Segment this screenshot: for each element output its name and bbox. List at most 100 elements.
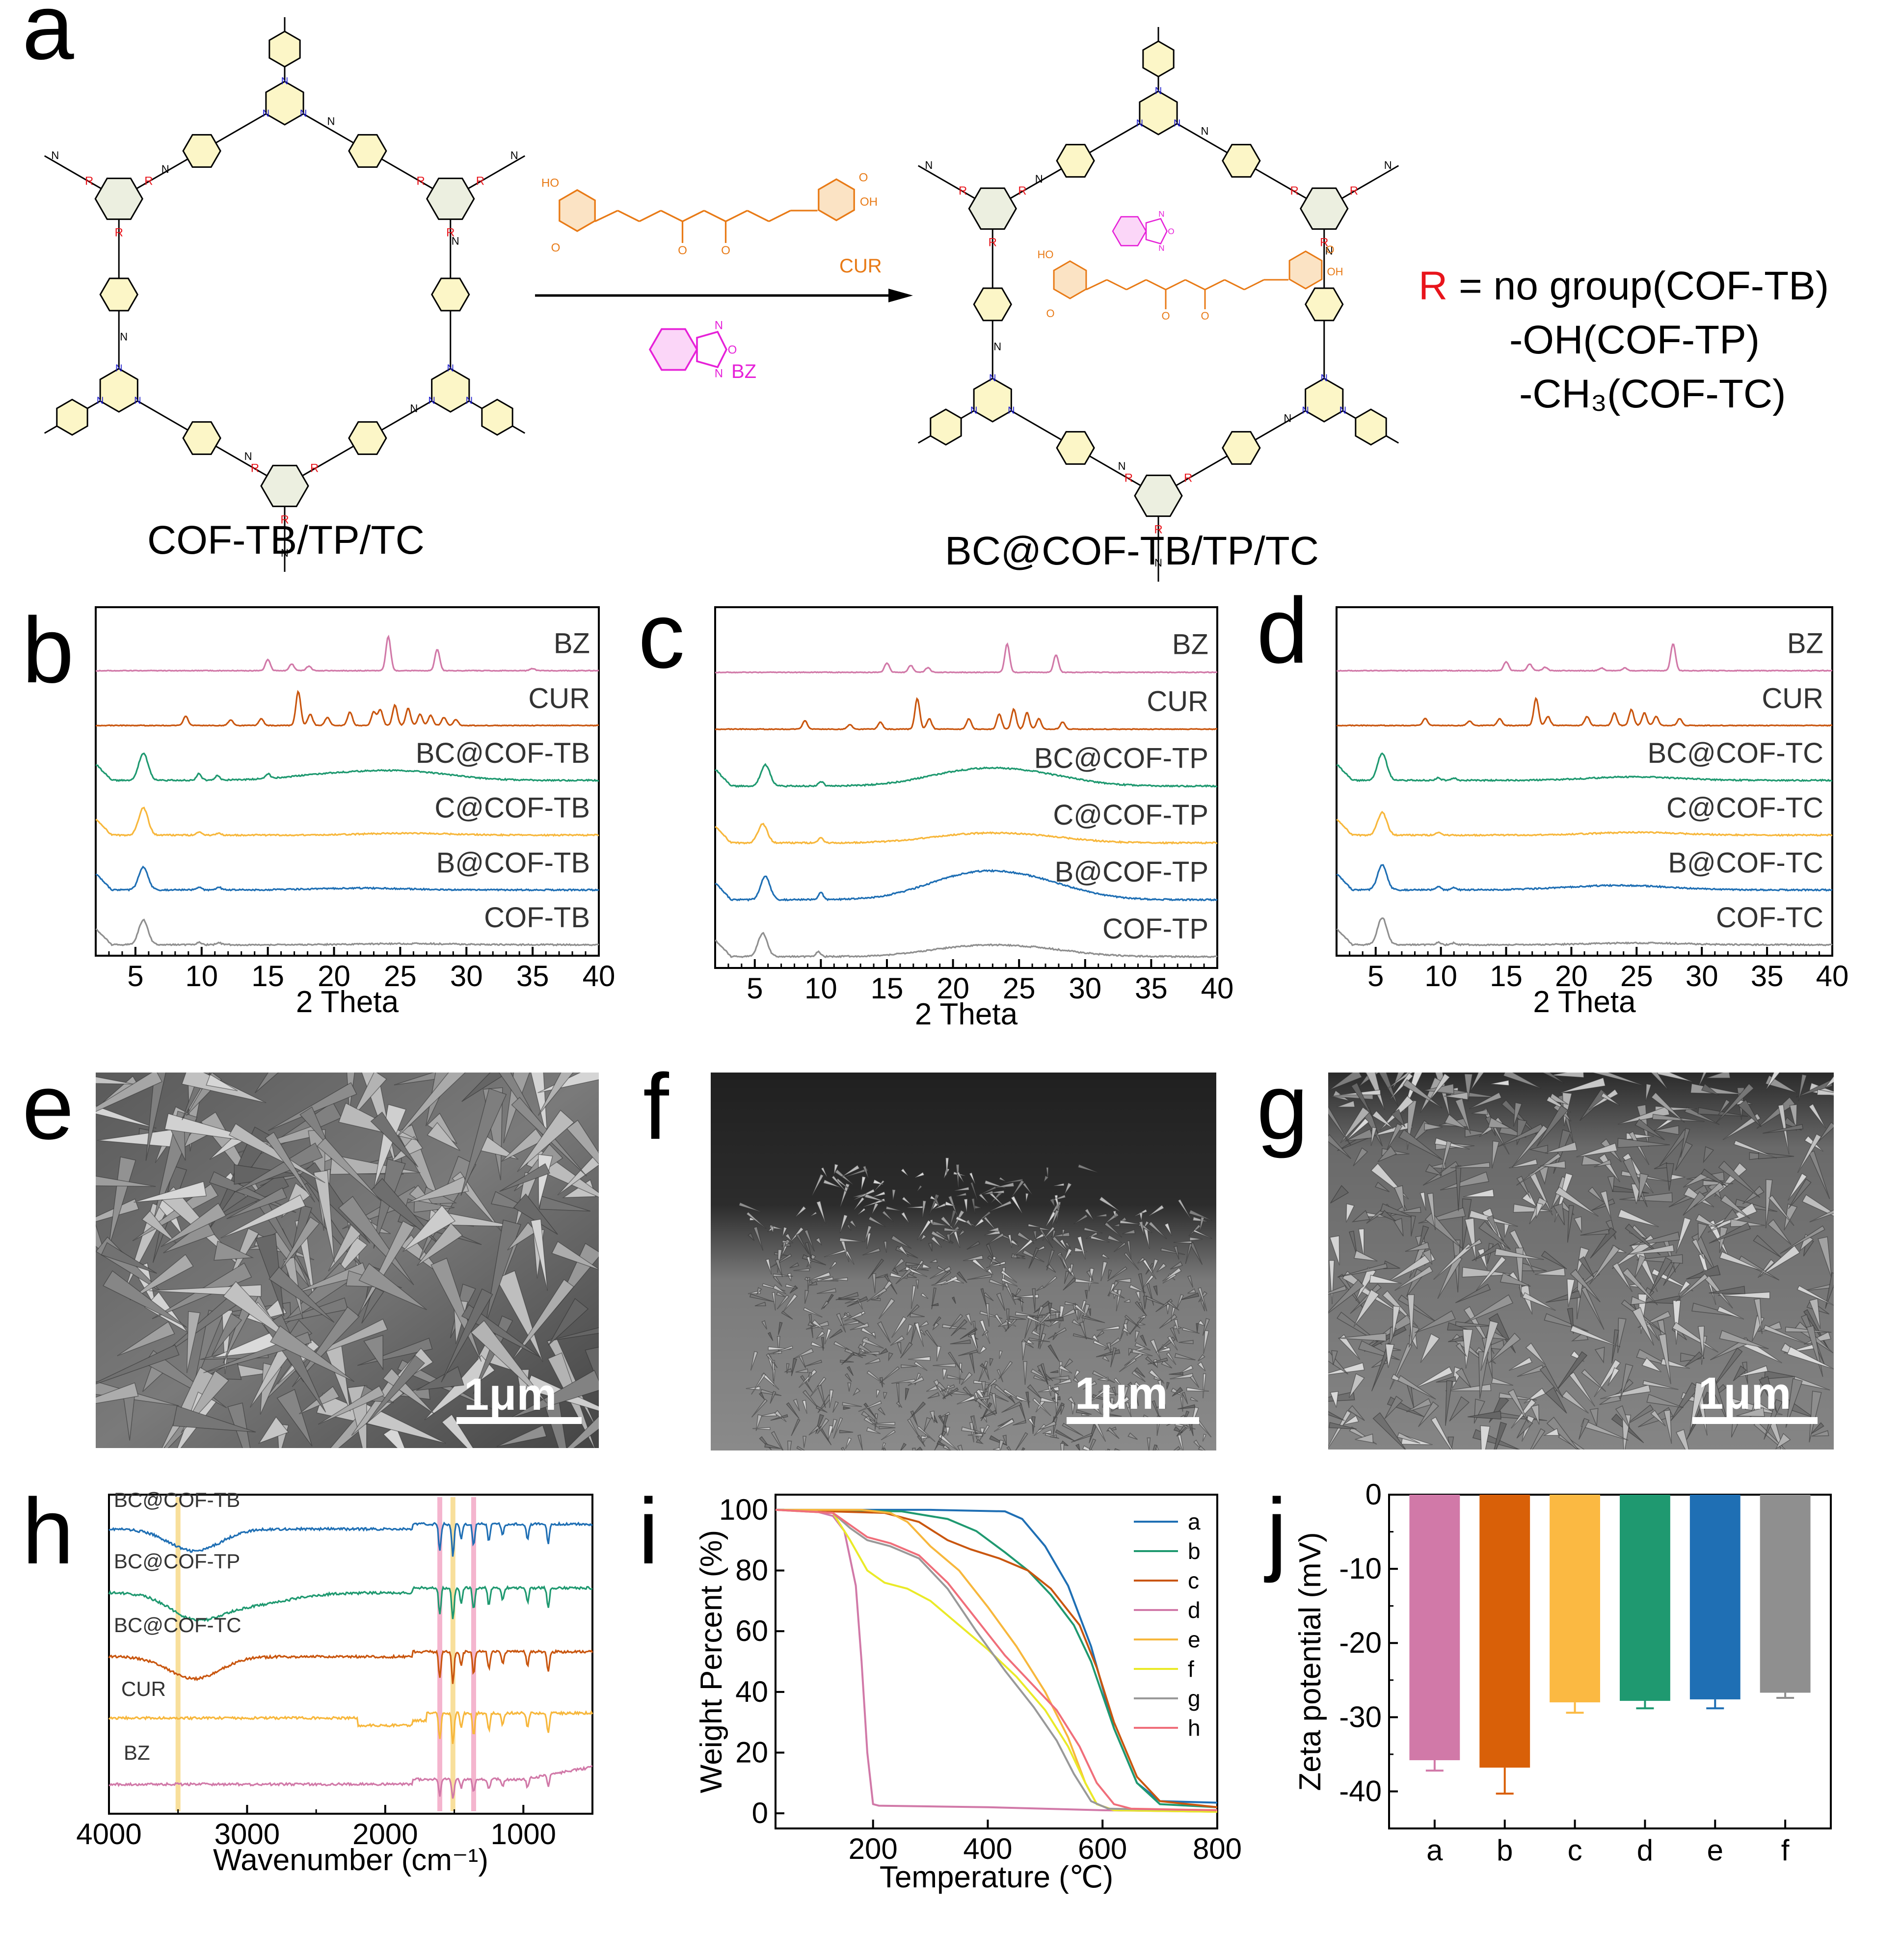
sem-crystal	[1107, 1449, 1110, 1450]
x-tick-label: 5	[747, 972, 763, 1005]
sem-crystal	[370, 1111, 419, 1168]
sem-crystal	[1058, 1364, 1072, 1374]
sem-crystal	[1503, 1073, 1541, 1089]
sem-crystal	[883, 1392, 887, 1399]
sem-crystal	[956, 1164, 960, 1188]
sem-crystal	[853, 1197, 865, 1211]
sem-crystal	[1645, 1083, 1652, 1101]
chart-b-xrd-cof-tb: 5 10 15 20 25 30 35 40 2 Theta BZ CUR BC@COF-TB C@CO…	[95, 606, 615, 1019]
sem-crystal	[1542, 1073, 1564, 1083]
sem-crystal	[945, 1426, 950, 1436]
sem-crystal	[806, 1256, 811, 1268]
x-tick-label: 3000	[214, 1818, 280, 1851]
sem-crystal	[1015, 1288, 1021, 1297]
sem-crystal	[879, 1348, 888, 1355]
sem-crystal	[1378, 1073, 1399, 1106]
sem-crystal	[931, 1235, 942, 1248]
sem-crystal	[872, 1273, 876, 1293]
sem-crystal	[1137, 1257, 1145, 1264]
sem-crystal	[1135, 1330, 1140, 1342]
x-tick-label: 5	[127, 960, 143, 993]
sem-crystal	[1736, 1407, 1765, 1417]
triazine-n: N	[281, 76, 288, 86]
sem-crystal	[1625, 1404, 1654, 1425]
sem-crystal	[846, 1224, 852, 1231]
sem-crystal	[1413, 1366, 1453, 1390]
sem-crystal	[1043, 1175, 1049, 1183]
sem-crystal	[857, 1208, 866, 1215]
sem-crystal	[1188, 1209, 1212, 1221]
sem-crystal	[1576, 1143, 1618, 1157]
sem-crystal	[1462, 1329, 1473, 1369]
sem-crystal	[1570, 1325, 1621, 1347]
sem-crystal	[548, 1298, 589, 1346]
sem-crystal	[748, 1233, 755, 1241]
sem-crystal	[810, 1211, 818, 1217]
series-label-BC@COF-TC: BC@COF-TC	[114, 1613, 241, 1637]
sem-crystal	[1465, 1238, 1482, 1250]
sem-crystal	[1541, 1250, 1567, 1269]
sem-crystal	[1370, 1127, 1377, 1146]
sem-crystal	[847, 1382, 852, 1392]
sem-crystal	[770, 1414, 788, 1421]
sem-crystal	[1193, 1229, 1212, 1239]
sem-crystal	[186, 1311, 201, 1373]
series-BZ	[1336, 643, 1833, 672]
sem-crystal	[969, 1353, 975, 1373]
sem-crystal	[254, 1073, 279, 1094]
r-legend-line1: = no group(COF-TB)	[1447, 264, 1829, 308]
sem-crystal	[1025, 1391, 1030, 1408]
x-tick-label-b: b	[1497, 1834, 1513, 1867]
sem-crystal	[879, 1366, 900, 1384]
sem-crystal	[1394, 1265, 1433, 1291]
sem-crystal	[1719, 1251, 1763, 1271]
sem-crystal	[1430, 1416, 1453, 1450]
sem-crystal	[1455, 1284, 1491, 1303]
sem-crystal	[96, 1382, 139, 1404]
cur-chain-bond	[1165, 279, 1186, 291]
sem-crystal	[940, 1216, 956, 1232]
sem-crystal	[1450, 1162, 1490, 1168]
sem-crystal	[1407, 1294, 1415, 1342]
sem-crystal	[1545, 1387, 1567, 1414]
triazine-n: N	[115, 363, 122, 374]
scale-bar-f	[1067, 1417, 1199, 1424]
sem-crystal	[823, 1457, 840, 1471]
series-CUR	[715, 697, 1217, 731]
sem-crystal	[970, 1181, 978, 1202]
sem-crystal	[1070, 1263, 1074, 1276]
sem-crystal	[1392, 1305, 1400, 1338]
panel-letter-e: e	[22, 1055, 74, 1159]
sem-crystal	[738, 1202, 762, 1212]
sem-crystal	[1026, 1315, 1049, 1327]
sem-crystal	[1619, 1192, 1673, 1203]
series-b	[775, 1508, 1218, 1808]
sem-crystal	[896, 1401, 903, 1408]
sem-crystal	[1329, 1073, 1363, 1091]
sem-crystal	[1444, 1092, 1469, 1100]
x-tick-label: 2000	[352, 1818, 418, 1851]
benzene-core	[260, 464, 309, 508]
sem-crystal	[1629, 1131, 1650, 1165]
sem-crystal	[1072, 1333, 1094, 1340]
sem-crystal	[1495, 1248, 1544, 1260]
imine-n: N	[51, 149, 59, 161]
cur-oh: OH	[1327, 266, 1343, 278]
band-marker-1510	[450, 1497, 455, 1811]
sem-crystal	[1077, 1164, 1098, 1173]
sem-crystal	[1015, 1312, 1035, 1316]
sem-crystal	[1100, 1261, 1108, 1282]
sem-crystal	[351, 1073, 387, 1119]
sem-crystal	[853, 1188, 876, 1201]
sem-crystal	[809, 1281, 818, 1286]
chart-i-tga: 200 400 600 800 0 20 40 60 80 100 Temperature (℃) W…	[695, 1493, 1242, 1894]
sem-crystal	[840, 1447, 845, 1450]
sem-crystal	[1678, 1280, 1691, 1295]
sem-crystal	[1090, 1235, 1110, 1243]
sem-crystal	[1589, 1245, 1620, 1285]
sem-crystal	[1499, 1272, 1531, 1287]
sem-crystal	[1540, 1160, 1566, 1169]
x-tick-label: 600	[1078, 1832, 1127, 1865]
sem-crystal	[1038, 1421, 1057, 1431]
